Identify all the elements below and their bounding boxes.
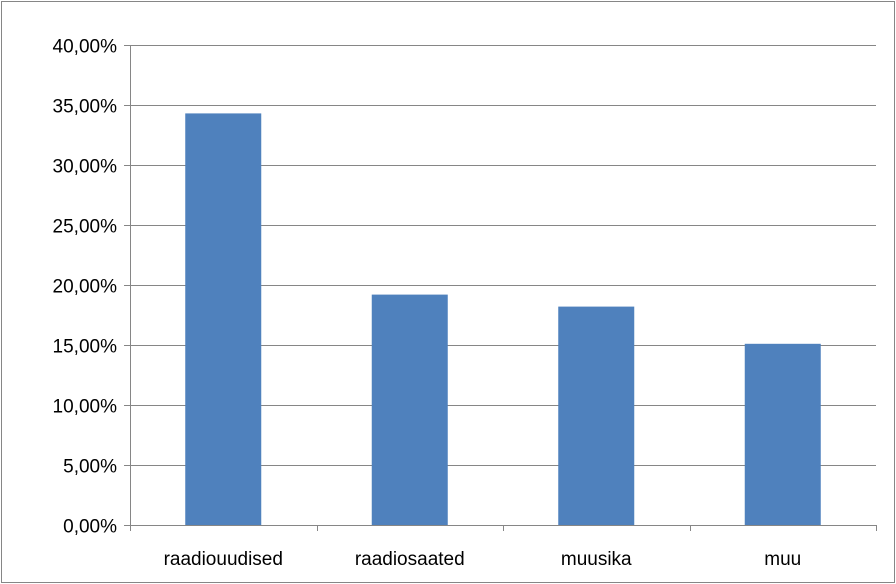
y-tick-label: 15,00% [53, 337, 118, 358]
x-tick-label: muusika [561, 549, 632, 570]
y-tick-label: 10,00% [53, 397, 118, 418]
y-tick-label: 40,00% [53, 37, 118, 58]
bar-muusika [558, 306, 635, 525]
y-axis-tick-labels: 0,00% 5,00% 10,00% 15,00% 20,00% 25,00% 30,00%… [53, 37, 118, 538]
y-tick-label: 25,00% [53, 217, 118, 238]
y-tick-label: 5,00% [63, 457, 117, 478]
bar-raadiouudised [185, 113, 262, 526]
y-tick-label: 35,00% [53, 97, 118, 118]
y-tick-label: 20,00% [53, 277, 118, 298]
bar-muu [744, 343, 821, 525]
axes [124, 45, 877, 531]
x-tick-label: raadiosaated [355, 549, 465, 570]
x-tick-label: muu [764, 549, 801, 570]
x-axis-tick-labels: raadiouudised raadiosaated muusika muu [164, 549, 802, 570]
y-tick-label: 0,00% [63, 517, 117, 538]
y-tick-label: 30,00% [53, 157, 118, 178]
x-tick-label: raadiouudised [164, 549, 283, 570]
bar-raadiosaated [371, 294, 448, 525]
bars [185, 113, 821, 526]
